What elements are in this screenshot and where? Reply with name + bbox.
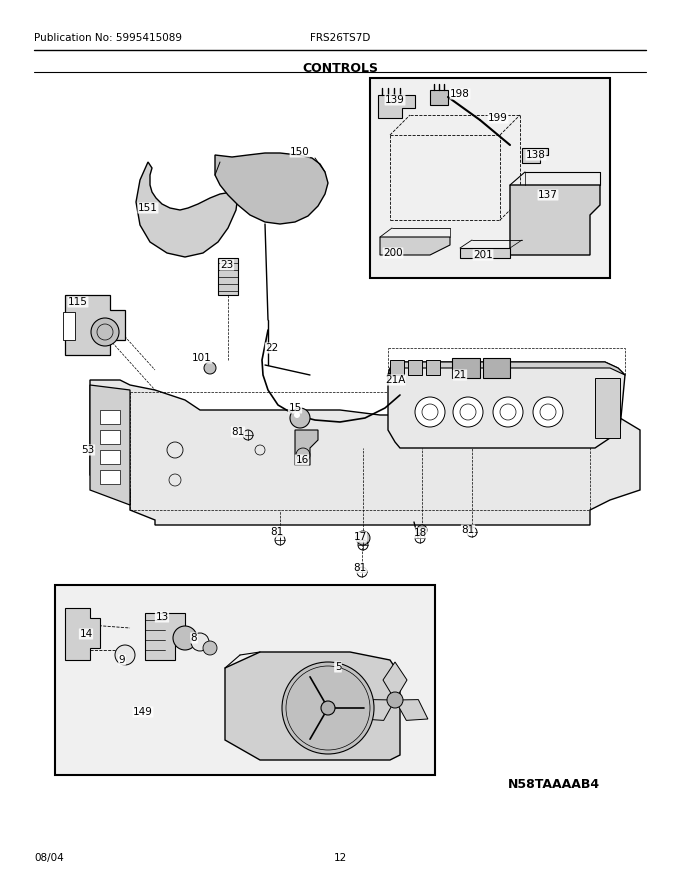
Text: 22: 22 xyxy=(265,343,279,353)
Circle shape xyxy=(282,662,374,754)
Bar xyxy=(100,470,120,484)
Text: 08/04: 08/04 xyxy=(34,853,64,863)
Text: 139: 139 xyxy=(385,95,405,105)
Circle shape xyxy=(91,318,119,346)
Text: 53: 53 xyxy=(82,445,95,455)
Polygon shape xyxy=(90,380,640,525)
Text: 101: 101 xyxy=(192,353,212,363)
Polygon shape xyxy=(378,95,415,118)
Text: 21: 21 xyxy=(454,370,466,380)
Polygon shape xyxy=(215,153,328,224)
Polygon shape xyxy=(383,662,407,700)
Polygon shape xyxy=(388,362,625,448)
Circle shape xyxy=(203,641,217,655)
Bar xyxy=(100,450,120,464)
Polygon shape xyxy=(295,430,318,465)
Text: 115: 115 xyxy=(68,297,88,307)
Text: 23: 23 xyxy=(220,260,234,270)
Text: 17: 17 xyxy=(354,532,367,542)
Text: 18: 18 xyxy=(413,528,426,538)
Circle shape xyxy=(204,362,216,374)
Circle shape xyxy=(453,397,483,427)
Bar xyxy=(63,312,75,340)
Polygon shape xyxy=(522,148,548,163)
Polygon shape xyxy=(225,652,400,760)
Text: 13: 13 xyxy=(155,612,169,622)
Text: N58TAAAAB4: N58TAAAAB4 xyxy=(508,779,600,791)
Text: CONTROLS: CONTROLS xyxy=(302,62,378,75)
Polygon shape xyxy=(362,700,395,721)
Polygon shape xyxy=(90,385,130,505)
Text: 81: 81 xyxy=(461,525,475,535)
Circle shape xyxy=(493,397,523,427)
Text: 12: 12 xyxy=(333,853,347,863)
Circle shape xyxy=(294,412,300,418)
Text: 14: 14 xyxy=(80,629,92,639)
Text: 199: 199 xyxy=(488,113,508,123)
Polygon shape xyxy=(218,258,238,295)
Text: 8: 8 xyxy=(190,633,197,643)
Polygon shape xyxy=(395,700,428,721)
Polygon shape xyxy=(460,248,510,258)
Circle shape xyxy=(290,408,310,428)
Text: Publication No: 5995415089: Publication No: 5995415089 xyxy=(34,33,182,43)
Text: 21A: 21A xyxy=(385,375,405,385)
Text: 81: 81 xyxy=(231,427,245,437)
Text: FRS26TS7D: FRS26TS7D xyxy=(310,33,371,43)
Text: 151: 151 xyxy=(138,203,158,213)
Circle shape xyxy=(356,531,370,545)
Polygon shape xyxy=(430,90,448,105)
Bar xyxy=(55,585,435,775)
Text: 9: 9 xyxy=(119,655,125,665)
Polygon shape xyxy=(483,358,510,378)
Circle shape xyxy=(321,701,335,715)
Polygon shape xyxy=(136,162,238,257)
Circle shape xyxy=(417,525,427,535)
Text: 138: 138 xyxy=(526,150,546,160)
Polygon shape xyxy=(452,358,480,378)
Bar xyxy=(100,410,120,424)
Text: 5: 5 xyxy=(335,662,341,672)
Text: 16: 16 xyxy=(295,455,309,465)
Polygon shape xyxy=(65,295,125,355)
Polygon shape xyxy=(390,360,404,375)
Polygon shape xyxy=(388,362,625,375)
Bar xyxy=(370,78,610,278)
Text: 137: 137 xyxy=(538,190,558,200)
Text: 15: 15 xyxy=(288,403,302,413)
Circle shape xyxy=(387,692,403,708)
Text: 149: 149 xyxy=(133,707,153,717)
Polygon shape xyxy=(145,613,185,660)
Text: 150: 150 xyxy=(290,147,310,157)
Polygon shape xyxy=(510,185,600,255)
Text: 198: 198 xyxy=(450,89,470,99)
Bar xyxy=(100,430,120,444)
Text: 81: 81 xyxy=(354,563,367,573)
Circle shape xyxy=(191,633,209,651)
Polygon shape xyxy=(408,360,422,375)
Polygon shape xyxy=(426,360,440,375)
Circle shape xyxy=(173,626,197,650)
Text: 200: 200 xyxy=(384,248,403,258)
Text: 201: 201 xyxy=(473,250,493,260)
Text: 81: 81 xyxy=(271,527,284,537)
Polygon shape xyxy=(380,237,450,255)
Polygon shape xyxy=(65,608,100,660)
Bar xyxy=(595,378,620,438)
Circle shape xyxy=(115,645,135,665)
Circle shape xyxy=(533,397,563,427)
Circle shape xyxy=(415,397,445,427)
